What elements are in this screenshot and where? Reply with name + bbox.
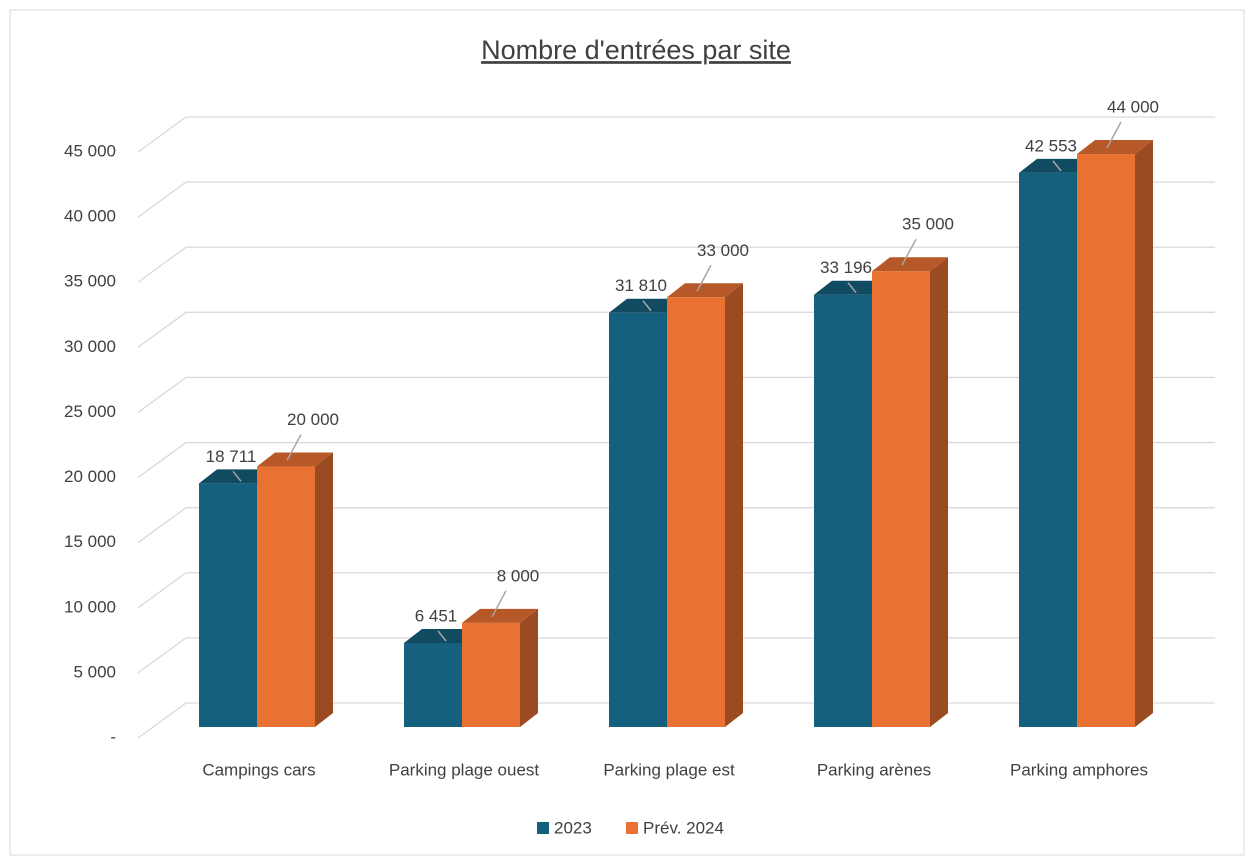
data-label: 20 000 bbox=[287, 410, 339, 429]
data-label: 18 711 bbox=[206, 447, 257, 466]
bar bbox=[667, 283, 743, 727]
data-label: 44 000 bbox=[1107, 98, 1159, 117]
leader-line bbox=[286, 434, 302, 461]
leader-line bbox=[437, 630, 447, 642]
bar bbox=[257, 452, 333, 727]
bar-front bbox=[462, 622, 520, 727]
bar-side bbox=[930, 257, 948, 727]
y-tick-label: 5 000 bbox=[73, 662, 116, 681]
bar-front bbox=[1019, 172, 1077, 728]
y-tick-label: 20 000 bbox=[64, 467, 116, 486]
y-tick-label: 25 000 bbox=[64, 402, 116, 421]
data-label: 8 000 bbox=[497, 566, 540, 585]
x-tick-label: Parking amphores bbox=[1010, 760, 1148, 779]
x-tick-label: Parking plage est bbox=[603, 760, 735, 779]
legend-label: Prév. 2024 bbox=[643, 818, 724, 837]
y-tick-label: 35 000 bbox=[64, 272, 116, 291]
legend-label: 2023 bbox=[554, 818, 592, 837]
y-tick-label: - bbox=[110, 727, 116, 746]
grid-line bbox=[137, 116, 1215, 153]
data-label: 35 000 bbox=[902, 215, 954, 234]
leader-line bbox=[696, 264, 712, 292]
bar-side bbox=[1135, 140, 1153, 727]
chart-title: Nombre d'entrées par site bbox=[481, 35, 791, 65]
leader-line bbox=[642, 300, 652, 312]
data-label: 6 451 bbox=[415, 606, 458, 625]
bar-front bbox=[199, 483, 257, 727]
y-tick-label: 10 000 bbox=[64, 597, 116, 616]
y-tick-label: 40 000 bbox=[64, 207, 116, 226]
leader-line bbox=[1052, 160, 1062, 172]
x-tick-label: Campings cars bbox=[202, 760, 315, 779]
legend-swatch bbox=[626, 822, 638, 834]
bar-front bbox=[872, 271, 930, 727]
bar-front bbox=[1077, 154, 1135, 727]
data-label: 42 553 bbox=[1025, 136, 1077, 155]
leader-line bbox=[491, 590, 507, 618]
legend-swatch bbox=[537, 822, 549, 834]
bar bbox=[872, 257, 948, 727]
bar-top bbox=[1077, 140, 1153, 155]
leader-line bbox=[1106, 121, 1122, 149]
bar-front bbox=[609, 312, 667, 727]
bar-top bbox=[462, 608, 538, 623]
bar-side bbox=[725, 283, 743, 727]
bar-front bbox=[814, 294, 872, 727]
grid-line bbox=[137, 246, 1215, 283]
bar-top bbox=[257, 452, 333, 467]
leader-line bbox=[232, 470, 242, 482]
data-label: 33 196 bbox=[820, 258, 872, 277]
bar-side bbox=[315, 452, 333, 727]
data-label: 33 000 bbox=[697, 241, 749, 260]
x-tick-label: Parking plage ouest bbox=[389, 760, 540, 779]
leader-line bbox=[847, 282, 857, 294]
bar bbox=[1077, 140, 1153, 727]
bar-front bbox=[404, 642, 462, 727]
bar-side bbox=[520, 608, 538, 727]
grid-line bbox=[137, 181, 1215, 218]
leader-line bbox=[901, 238, 917, 266]
bar-front bbox=[667, 297, 725, 727]
y-tick-label: 30 000 bbox=[64, 337, 116, 356]
y-tick-label: 15 000 bbox=[64, 532, 116, 551]
bar-front bbox=[257, 466, 315, 727]
data-label: 31 810 bbox=[615, 276, 667, 295]
bar-top bbox=[667, 283, 743, 298]
bar-top bbox=[872, 257, 948, 272]
y-tick-label: 45 000 bbox=[64, 141, 116, 160]
x-tick-label: Parking arènes bbox=[817, 760, 931, 779]
bar bbox=[462, 608, 538, 727]
